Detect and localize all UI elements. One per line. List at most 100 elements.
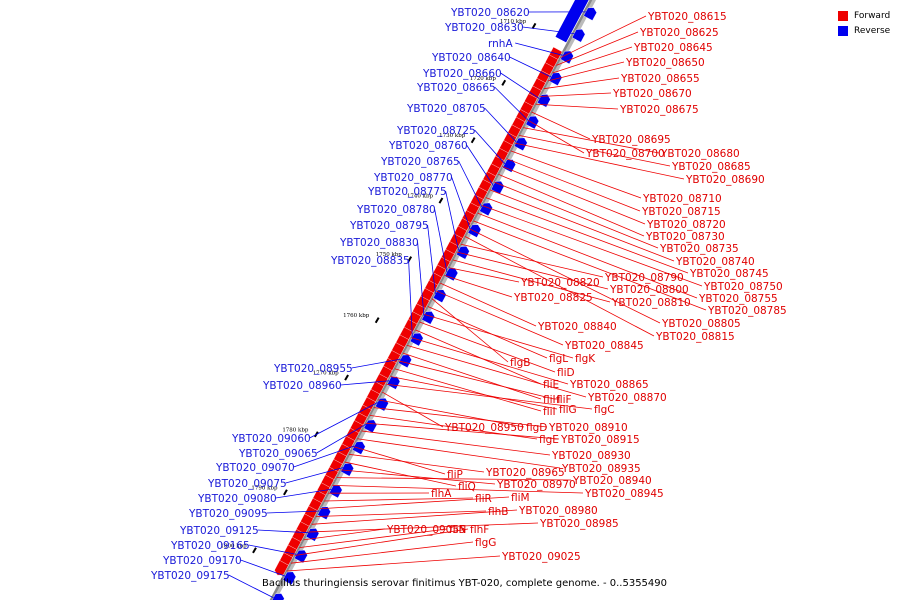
forward-gene-label: YBT020_08840 bbox=[537, 321, 617, 333]
label-leader-lines bbox=[228, 11, 707, 599]
reverse-gene-arrow bbox=[583, 7, 597, 21]
reverse-leader-line bbox=[458, 160, 483, 208]
forward-leader-line bbox=[398, 360, 555, 400]
reverse-gene-label: YBT020_08660 bbox=[422, 68, 502, 80]
reverse-leader-line bbox=[522, 26, 575, 34]
forward-gene-label: YBT020_08915 bbox=[560, 434, 640, 446]
reverse-gene-arrow bbox=[282, 571, 297, 585]
forward-leader-line bbox=[527, 119, 585, 154]
forward-leader-line bbox=[373, 407, 548, 428]
reverse-gene-label: YBT020_08955 bbox=[273, 363, 353, 375]
reverse-leader-line bbox=[445, 190, 459, 251]
forward-leader-line bbox=[473, 220, 707, 311]
forward-gene-label: YBT020_08730 bbox=[645, 231, 725, 243]
forward-gene-label: flgE bbox=[539, 434, 559, 446]
forward-gene-label: flgD bbox=[526, 422, 547, 434]
reverse-leader-line bbox=[228, 574, 274, 599]
reverse-gene-label: YBT020_08775 bbox=[367, 186, 447, 198]
reverse-leader-line bbox=[340, 380, 390, 386]
tick-mark bbox=[531, 22, 537, 30]
forward-leader-line bbox=[514, 142, 685, 180]
forward-leader-line bbox=[552, 46, 633, 74]
forward-leader-line bbox=[365, 422, 560, 440]
forward-gene-label: flhF bbox=[470, 524, 489, 536]
forward-leader-line bbox=[556, 31, 639, 66]
forward-gene-label: YBT020_08815 bbox=[655, 331, 735, 343]
reverse-gene-label: YBT020_08780 bbox=[356, 204, 436, 216]
reverse-gene-block bbox=[555, 0, 589, 43]
forward-gene-label: YBT020_08615 bbox=[647, 11, 727, 23]
forward-leader-line bbox=[402, 352, 542, 400]
reverse-gene-label: YBT020_09075 bbox=[207, 478, 287, 490]
forward-gene-label: fliR bbox=[475, 493, 492, 505]
forward-gene-label: YBT020_08680 bbox=[660, 148, 740, 160]
reverse-leader-line bbox=[466, 144, 494, 186]
forward-leader-line bbox=[299, 528, 448, 549]
reverse-leader-line bbox=[240, 559, 286, 577]
reverse-gene-label: YBT020_08770 bbox=[373, 172, 453, 184]
forward-leader-line bbox=[390, 376, 558, 410]
forward-gene-label: YBT020_08910 bbox=[548, 422, 628, 434]
forward-gene-label: YBT020_08970 bbox=[496, 479, 576, 491]
forward-gene-label: YBT020_08625 bbox=[639, 27, 719, 39]
reverse-leader-line bbox=[248, 544, 297, 555]
reverse-gene-label: YBT020_09175 bbox=[150, 570, 230, 582]
forward-gene-label: YBT020_08935 bbox=[561, 463, 641, 475]
forward-leader-line bbox=[506, 158, 641, 212]
forward-gene-label: flhB bbox=[488, 506, 508, 518]
reverse-gene-arrow bbox=[537, 94, 551, 108]
reverse-gene-label: YBT020_09170 bbox=[162, 555, 242, 567]
forward-swatch bbox=[838, 10, 848, 21]
forward-leader-line bbox=[423, 313, 574, 359]
forward-leader-line bbox=[510, 150, 642, 199]
forward-leader-line bbox=[324, 497, 474, 502]
reverse-leader-line bbox=[316, 423, 367, 454]
forward-gene-label: YBT020_08940 bbox=[572, 475, 652, 487]
reverse-gene-label: YBT020_09080 bbox=[197, 493, 277, 505]
reverse-swatch bbox=[838, 25, 848, 36]
forward-leader-line bbox=[386, 383, 593, 410]
tick-mark bbox=[374, 317, 380, 324]
reverse-gene-label: YBT020_08620 bbox=[450, 7, 530, 19]
forward-leader-line bbox=[452, 259, 611, 303]
forward-gene-label: fliI bbox=[543, 406, 556, 418]
forward-leader-line bbox=[332, 485, 584, 494]
reverse-gene-label: YBT020_08765 bbox=[380, 156, 460, 168]
forward-leader-line bbox=[377, 399, 525, 428]
forward-gene-label: YBT020_08700 bbox=[585, 148, 665, 160]
reverse-gene-label: YBT020_08665 bbox=[416, 82, 496, 94]
forward-gene-label: fliM bbox=[511, 492, 530, 504]
forward-gene-label: YBT020_08985 bbox=[539, 518, 619, 530]
reverse-gene-arrow bbox=[340, 463, 354, 477]
reverse-gene-arrow bbox=[294, 549, 308, 564]
forward-gene-label: fliD bbox=[557, 367, 575, 379]
forward-leader-line bbox=[489, 189, 675, 262]
forward-leader-line bbox=[357, 438, 561, 469]
forward-leader-line bbox=[444, 275, 513, 298]
tick-mark bbox=[283, 489, 288, 496]
reverse-leader-line bbox=[417, 241, 425, 316]
forward-gene-label: YBT020_08675 bbox=[619, 104, 699, 116]
forward-gene-label: flgB bbox=[510, 357, 530, 369]
forward-leader-line bbox=[411, 337, 569, 385]
reverse-leader-line bbox=[509, 56, 552, 78]
reverse-leader-line bbox=[474, 129, 506, 165]
reverse-leader-line bbox=[500, 72, 540, 100]
forward-leader-line bbox=[435, 290, 564, 346]
forward-gene-label: YBT020_08715 bbox=[641, 206, 721, 218]
reverse-leader-line bbox=[309, 402, 378, 439]
forward-leader-line bbox=[460, 243, 604, 278]
forward-leader-line bbox=[361, 430, 551, 456]
reverse-gene-arrow bbox=[386, 376, 401, 390]
reverse-leader-line bbox=[275, 488, 332, 499]
forward-gene-label: fliE bbox=[543, 379, 559, 391]
forward-leader-line bbox=[307, 522, 539, 533]
forward-gene-label: YBT020_08710 bbox=[642, 193, 722, 205]
forward-leader-line bbox=[481, 204, 703, 287]
forward-leader-line bbox=[531, 111, 591, 140]
forward-leader-line bbox=[543, 77, 620, 90]
reverse-leader-line bbox=[451, 176, 471, 230]
forward-gene-label: flhA bbox=[431, 488, 452, 500]
forward-gene-label: YBT020_08820 bbox=[520, 277, 600, 289]
reverse-gene-label: YBT020_08725 bbox=[396, 125, 476, 137]
